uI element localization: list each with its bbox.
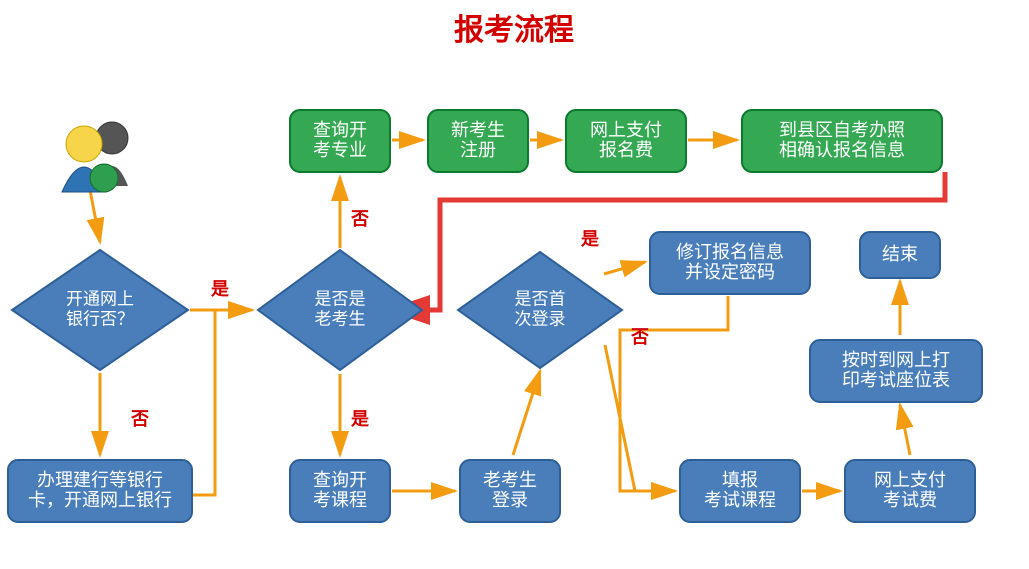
node-label-print_seat-0: 按时到网上打 — [842, 350, 950, 370]
node-label-q_old_student-0: 是否是 — [315, 289, 366, 308]
node-label-query_course-1: 考课程 — [313, 490, 367, 510]
node-label-revise_pwd-0: 修订报名信息 — [676, 242, 784, 262]
edge-16 — [900, 405, 910, 455]
edge-12 — [604, 262, 645, 274]
node-label-print_seat-1: 印考试座位表 — [842, 370, 950, 390]
user-icon — [62, 122, 128, 192]
node-label-q_old_student-1: 老考生 — [315, 309, 366, 328]
edge-2 — [192, 310, 252, 495]
node-label-pay_exam-0: 网上支付 — [874, 470, 946, 490]
edge-label-12: 是 — [580, 229, 599, 249]
node-label-fill_course-1: 考试课程 — [704, 490, 776, 510]
edge-11 — [513, 371, 540, 455]
node-label-new_reg-0: 新考生 — [451, 120, 505, 140]
edge-label-1: 否 — [130, 409, 149, 429]
node-label-end-0: 结束 — [882, 244, 918, 264]
node-label-do_open_bank-1: 卡，开通网上银行 — [28, 490, 172, 510]
node-label-pay_reg-1: 报名费 — [599, 140, 653, 160]
edge-0 — [90, 190, 100, 242]
edge-label-14: 否 — [630, 327, 649, 347]
node-label-fill_course-0: 填报 — [722, 470, 758, 490]
node-label-query_major-0: 查询开 — [313, 120, 367, 140]
node-label-do_open_bank-0: 办理建行等银行 — [37, 470, 163, 490]
edge-label-3: 是 — [210, 279, 229, 299]
node-label-old_login-0: 老考生 — [483, 470, 537, 490]
node-label-pay_reg-0: 网上支付 — [590, 120, 662, 140]
edge-label-9: 是 — [350, 409, 369, 429]
node-label-q_first_login-1: 次登录 — [515, 309, 566, 328]
edge-label-4: 否 — [350, 209, 369, 229]
node-label-old_login-1: 登录 — [492, 490, 528, 510]
node-label-query_course-0: 查询开 — [313, 470, 367, 490]
node-label-q_open_bank-1: 银行否？ — [66, 309, 134, 328]
title: 报考流程 — [454, 14, 574, 47]
node-label-pay_exam-1: 考试费 — [883, 490, 937, 510]
node-label-query_major-1: 考专业 — [313, 140, 367, 160]
node-label-revise_pwd-1: 并设定密码 — [685, 262, 775, 282]
flowchart-canvas: 报考流程否是否是是否开通网上银行否？办理建行等银行卡，开通网上银行是否是老考生查… — [0, 0, 1029, 569]
node-label-confirm_county-1: 相确认报名信息 — [779, 140, 905, 160]
node-label-q_open_bank-0: 开通网上 — [66, 289, 134, 308]
node-label-confirm_county-0: 到县区自考办照 — [779, 120, 905, 140]
node-label-new_reg-1: 注册 — [460, 140, 496, 160]
edge-14 — [605, 345, 675, 491]
node-label-q_first_login-0: 是否首 — [515, 289, 566, 308]
